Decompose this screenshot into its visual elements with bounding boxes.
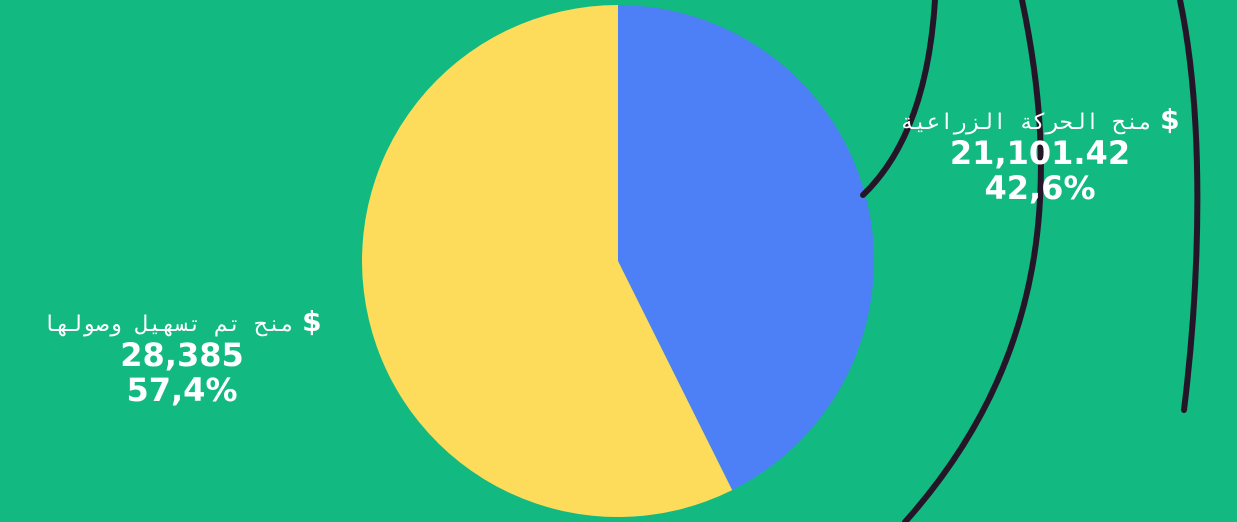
decorative-arcs [860,0,1201,522]
currency-symbol: $ [302,305,322,338]
slice-name: $ منح الحركة الزراعية [852,104,1228,136]
pie-slices [362,5,875,517]
slice-name-text: منح تم تسهيل وصولها [42,312,295,337]
slice-percent: 42,6% [984,169,1096,208]
slice-label-facilitated-grants: $ منح تم تسهيل وصولها 28,385 57,4% [4,306,360,409]
pie-slice-2 [362,5,733,517]
decorative-arc-3 [1177,0,1201,413]
slice-name-text: منح الحركة الزراعية [900,110,1153,135]
slice-name: $ منح تم تسهيل وصولها [4,306,360,338]
slice-value: 21,101.42 [949,133,1131,172]
pie-slice-1 [618,5,875,491]
slice-percent: 57,4% [126,371,238,410]
decorative-arc-1 [860,0,938,198]
currency-symbol: $ [1160,103,1180,136]
decorative-arc-2 [902,0,1044,522]
slice-value: 28,385 [120,335,244,374]
slice-label-agricultural-grants: $ منح الحركة الزراعية 21,101.42 42,6% [852,104,1228,207]
